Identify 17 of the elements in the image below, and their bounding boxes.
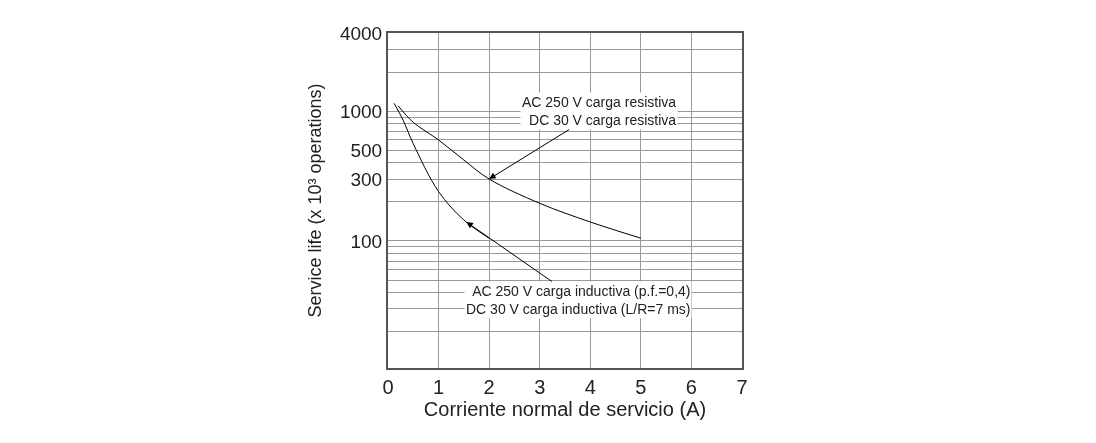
annotation: AC 250 V carga inductiva (p.f.=0,4) DC 30 V carga inductiva (L/R=7 ms): [466, 283, 691, 318]
x-tick-label: 4: [584, 376, 596, 398]
x-tick-label: 0: [382, 376, 394, 398]
x-tick-label: 3: [534, 376, 546, 398]
x-tick-label: 2: [483, 376, 495, 398]
y-tick-label: 1000: [339, 100, 383, 122]
x-tick-label: 1: [433, 376, 445, 398]
x-tick-label: 5: [635, 376, 647, 398]
y-tick-label: 100: [350, 230, 383, 252]
annotation: AC 250 V carga resistiva DC 30 V carga resistiva: [522, 94, 677, 129]
y-tick-label: 500: [350, 139, 383, 161]
y-tick-label: 4000: [339, 22, 383, 44]
y-tick-label: 300: [350, 168, 383, 190]
x-tick-label: 6: [685, 376, 697, 398]
y-axis-title: Service life (x 10³ operations): [304, 83, 325, 318]
x-axis-title: Corriente normal de servicio (A): [423, 398, 707, 420]
x-tick-label: 7: [736, 376, 748, 398]
